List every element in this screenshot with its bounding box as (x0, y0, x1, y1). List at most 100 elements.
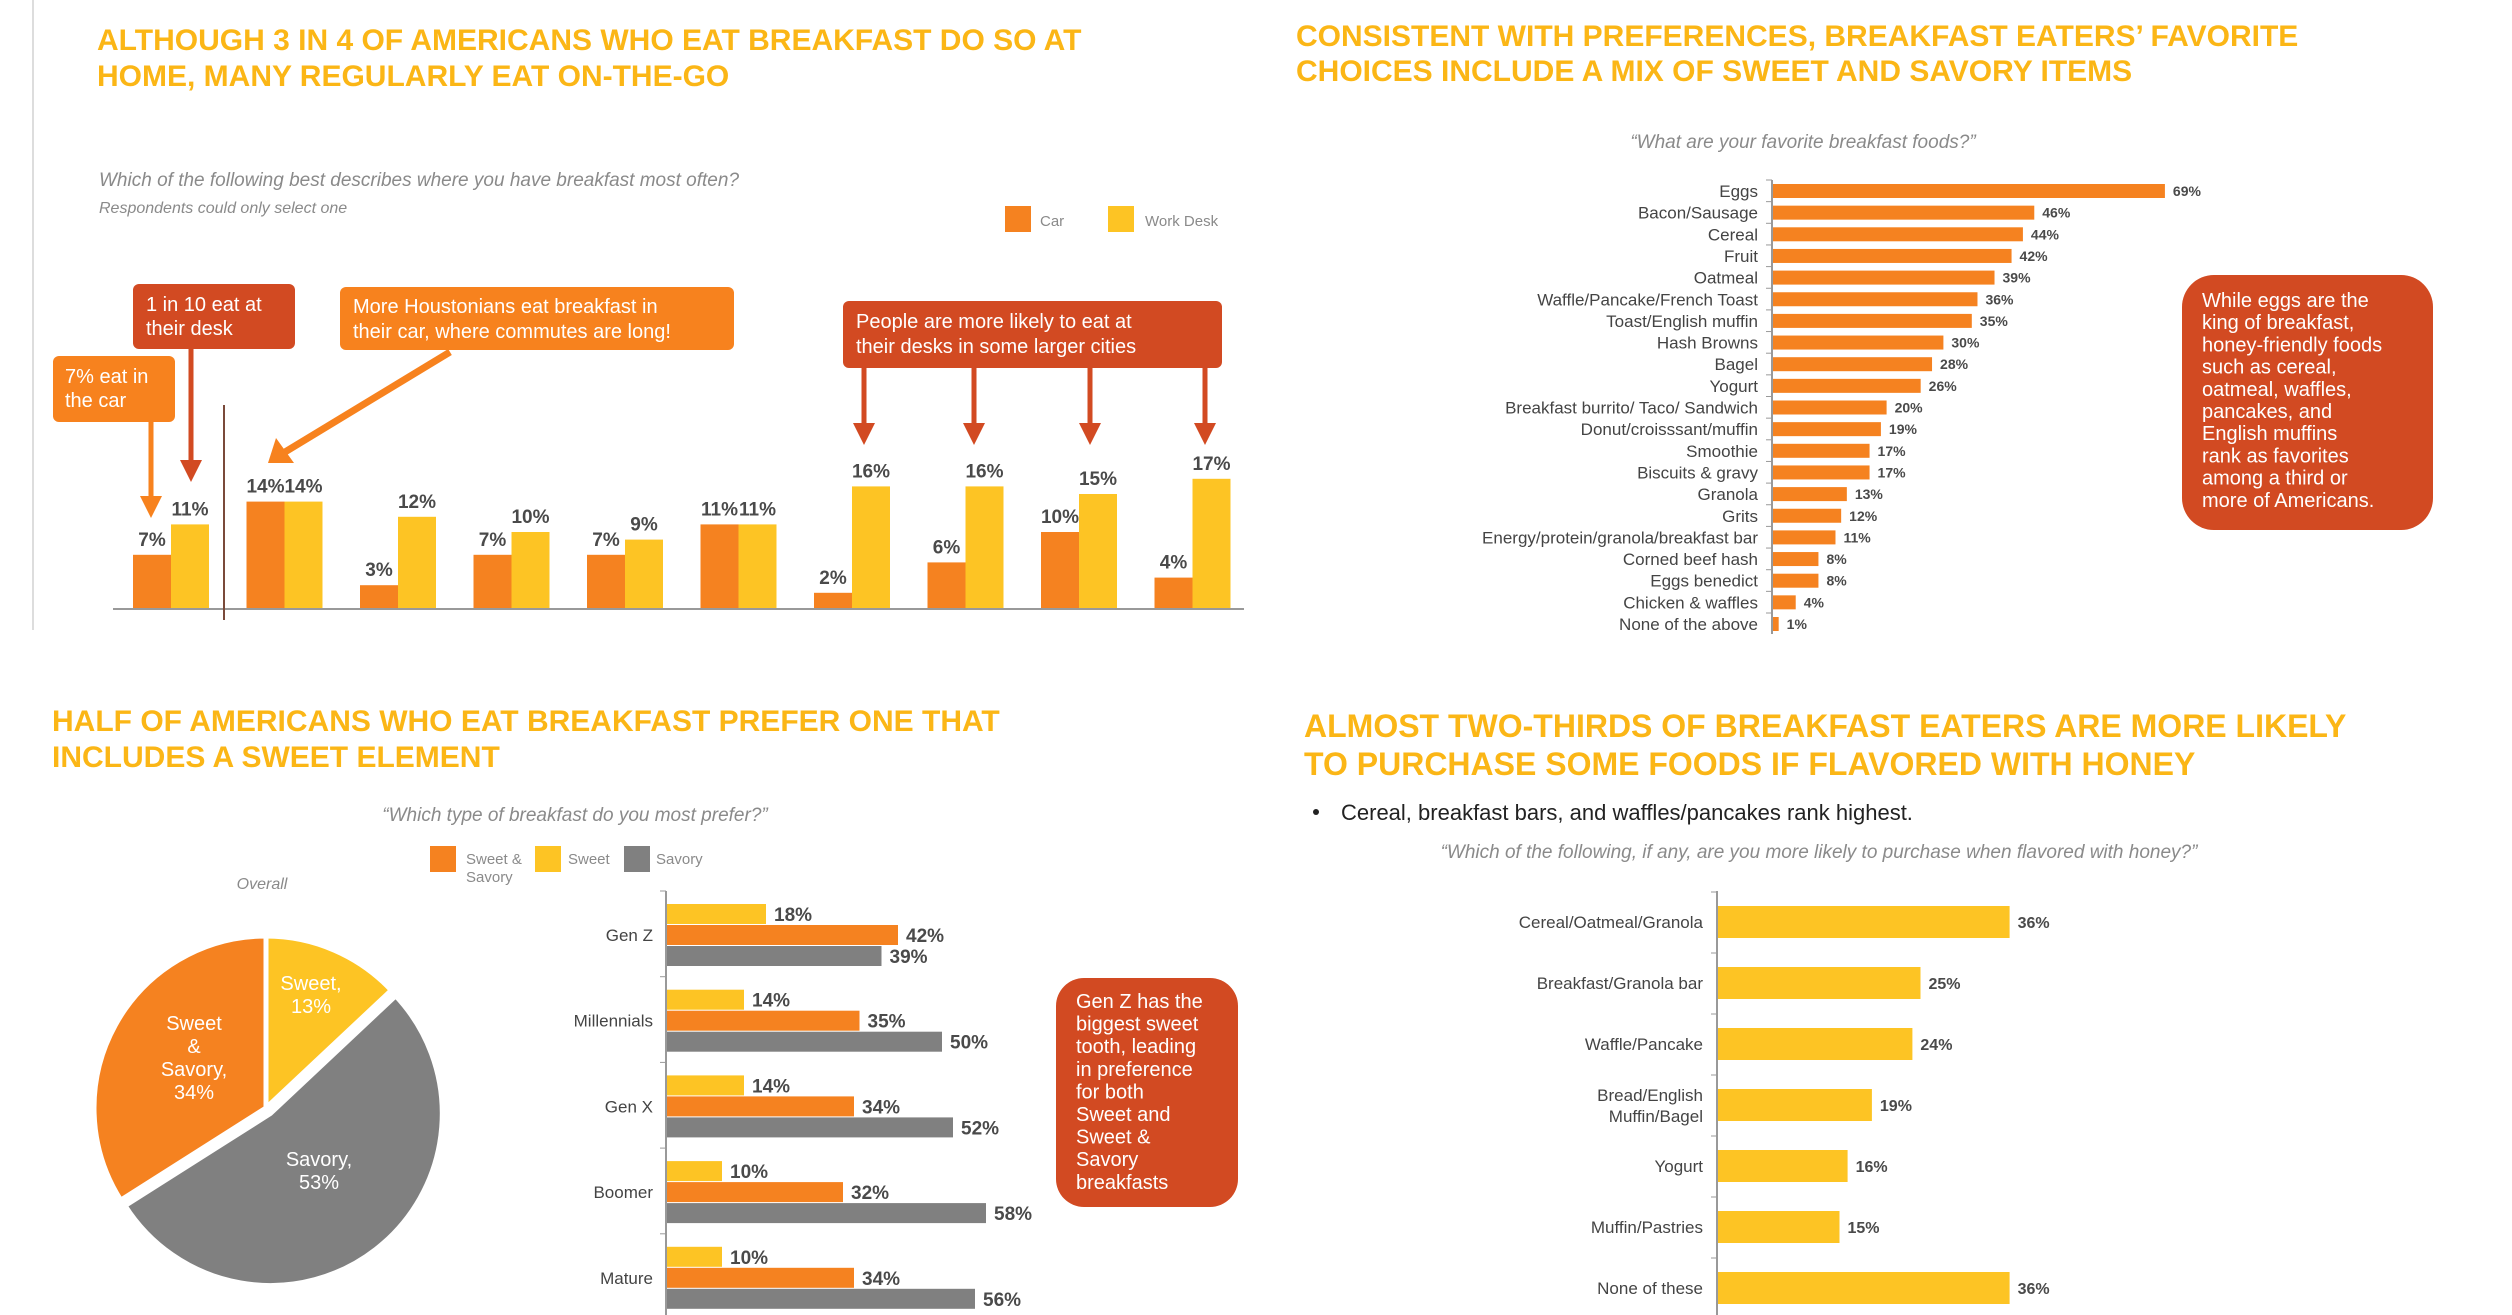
bar (1718, 1272, 2010, 1304)
legend-label-sweet-savory-2: Savory (466, 869, 513, 886)
category-label-line: Muffin/Bagel (1609, 1107, 1703, 1126)
category-label: Bread/English Muffin/Bagel (1597, 1086, 1703, 1126)
arrow-diagonal-icon (268, 349, 452, 463)
category-label: Corned beef hash (1623, 550, 1758, 569)
pie-slice-sweet-savory (91, 933, 269, 1204)
callout-desk (133, 284, 295, 349)
category-label: Cereal (1708, 225, 1758, 244)
bar-sweet (667, 1246, 722, 1267)
legend-swatch-sweet (535, 846, 561, 872)
survey-question: “Which type of breakfast do you most pre… (382, 805, 769, 826)
legend-label-desk: Work Desk (1145, 213, 1219, 230)
bar (1773, 400, 1887, 415)
value-label-desk: 12% (398, 492, 436, 513)
bar (1773, 422, 1881, 437)
survey-question: Which of the following best describes wh… (99, 170, 739, 191)
value-label-car: 11% (701, 499, 738, 520)
value-label: 8% (1826, 551, 1847, 567)
bullet-icon (1313, 809, 1319, 815)
category-label: Waffle/Pancake/French Toast (1537, 290, 1758, 309)
callout-line: English muffins (2202, 423, 2337, 445)
headline-line-2: TO PURCHASE SOME FOODS IF FLAVORED WITH … (1304, 746, 2195, 782)
bar-car (473, 554, 512, 608)
bar-car (700, 524, 739, 608)
value-label: 26% (1929, 378, 1958, 394)
category-label: Smoothie (1686, 442, 1758, 461)
category-label: Bacon/Sausage (1638, 204, 1758, 223)
bar-car (927, 562, 966, 608)
value-label: 17% (1878, 464, 1907, 480)
category-label: None of the above (1619, 615, 1758, 634)
callout-line: oatmeal, waffles, (2202, 379, 2352, 401)
bar-sweet-savory (667, 1182, 843, 1203)
bar (1773, 487, 1847, 502)
bar (1718, 1089, 1872, 1121)
city-arrows (853, 368, 1216, 445)
pie-slice-savory (121, 992, 445, 1289)
panel-favorite-foods: CONSISTENT WITH PREFERENCES, BREAKFAST E… (1296, 20, 2433, 634)
category-label: Chicken & waffles (1623, 593, 1758, 612)
value-label-desk: 11% (739, 499, 776, 520)
value-label-desk: 15% (1079, 469, 1117, 490)
callout-line: in preference (1076, 1059, 1193, 1081)
category-label: Yogurt (1709, 377, 1758, 396)
bar-desk (171, 524, 209, 608)
callout-line: king of breakfast, (2202, 312, 2354, 334)
category-label: Breakfast/Granola bar (1537, 974, 1704, 993)
bar-desk (398, 516, 436, 608)
value-label: 30% (1951, 335, 1980, 351)
survey-note: Respondents could only select one (99, 200, 347, 217)
arrow-head (963, 423, 985, 445)
value-label: 50% (950, 1033, 988, 1054)
category-label: Boomer (593, 1183, 653, 1202)
category-label-line: Bread/English (1597, 1086, 1703, 1105)
value-label: 28% (1940, 356, 1969, 372)
bar-car (814, 592, 852, 608)
bar-car (360, 585, 398, 608)
bar-car (133, 554, 171, 608)
callout-houston-line-1: More Houstonians eat breakfast in (353, 296, 658, 318)
value-label: 10% (730, 1162, 768, 1183)
value-label: 56% (983, 1290, 1021, 1311)
bar-sweet (667, 1075, 744, 1096)
callout-line: tooth, leading (1076, 1036, 1196, 1058)
bar (1773, 530, 1836, 545)
pie-label-sweet: Sweet, (280, 973, 341, 995)
headline-line-1: HALF OF AMERICANS WHO EAT BREAKFAST PREF… (52, 705, 1000, 738)
category-label: Toast/English muffin (1606, 312, 1758, 331)
value-label: 10% (730, 1248, 768, 1269)
value-label: 46% (2042, 205, 2071, 221)
value-label: 18% (774, 905, 812, 926)
bar (1773, 184, 2165, 198)
value-label: 15% (1848, 1220, 1880, 1237)
bar (1718, 1028, 1913, 1060)
value-label: 52% (961, 1118, 999, 1139)
bar-car (1041, 532, 1079, 608)
bar-car (246, 501, 285, 608)
value-label: 39% (890, 947, 928, 968)
value-label-desk: 17% (1192, 454, 1230, 475)
value-label: 19% (1889, 421, 1918, 437)
bar-desk (965, 486, 1004, 608)
bar (1718, 1150, 1848, 1182)
callout-line: Sweet & (1076, 1127, 1151, 1149)
arrow-down-icon (1194, 368, 1216, 445)
callout-car (53, 356, 175, 422)
callout-line: such as cereal, (2202, 357, 2337, 379)
value-label: 34% (862, 1269, 900, 1290)
panel-eating-location: ALTHOUGH 3 IN 4 OF AMERICANS WHO EAT BRE… (32, 0, 1244, 630)
bar-desk (852, 486, 890, 608)
legend-swatch-savory (624, 846, 650, 872)
category-label: Eggs benedict (1650, 572, 1758, 591)
headline-line-2: INCLUDES A SWEET ELEMENT (52, 741, 500, 774)
bar (1718, 1211, 1840, 1243)
value-label: 19% (1880, 1098, 1912, 1115)
callout-houston (340, 287, 734, 350)
callout-cities (843, 301, 1222, 368)
category-label: Donut/croisssant/muffin (1581, 420, 1758, 439)
headline-line-1: CONSISTENT WITH PREFERENCES, BREAKFAST E… (1296, 20, 2298, 53)
value-label-car: 7% (138, 530, 166, 551)
value-label: 8% (1826, 573, 1847, 589)
